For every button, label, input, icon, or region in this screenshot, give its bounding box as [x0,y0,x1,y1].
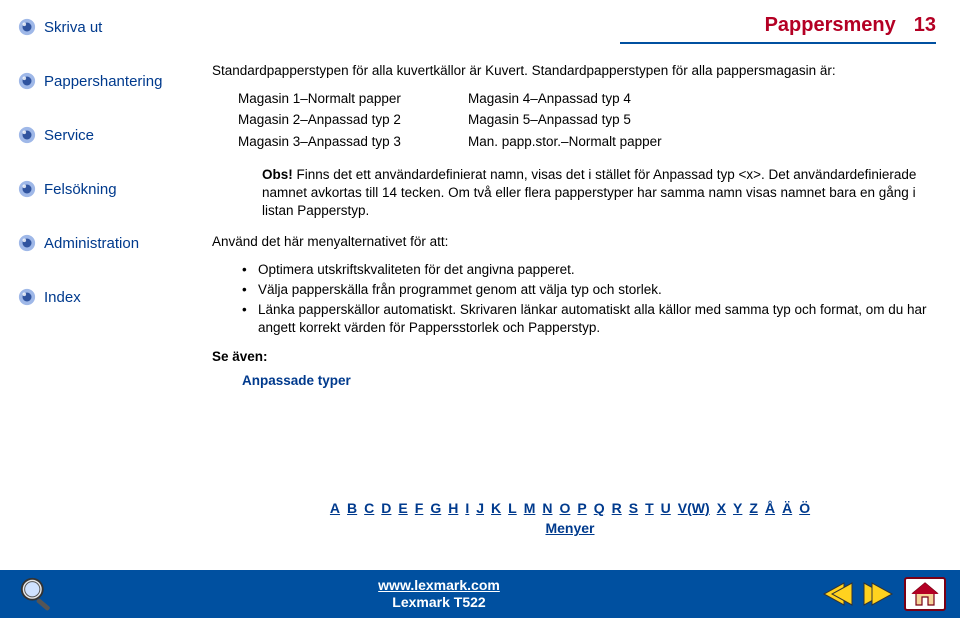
magasin-col-left: Magasin 1–Normalt papper Magasin 2–Anpas… [238,90,468,154]
magasin-cell: Magasin 2–Anpassad typ 2 [238,111,468,129]
sidebar-item-label: Index [44,289,81,306]
bullet-item: Länka papperskällor automatiskt. Skrivar… [242,301,936,337]
alpha-link[interactable]: S [629,500,638,516]
footer-model: Lexmark T522 [392,594,485,610]
menyer-link[interactable]: Menyer [200,520,940,536]
page-number: 13 [914,14,936,37]
intro-paragraph: Standardpapperstypen för alla kuvertkäll… [212,62,936,80]
alpha-link[interactable]: P [577,500,586,516]
page-header: Pappersmeny 13 [765,14,936,37]
alpha-link[interactable]: I [465,500,469,516]
alpha-link[interactable]: R [612,500,622,516]
sidebar-item-label: Skriva ut [44,19,102,36]
sidebar-item-index[interactable]: Index [18,288,178,306]
alpha-link[interactable]: B [347,500,357,516]
alpha-link[interactable]: T [645,500,654,516]
alpha-link[interactable]: U [661,500,671,516]
magnifier-icon[interactable] [16,575,58,613]
alpha-link[interactable]: A [330,500,340,516]
alpha-link[interactable]: C [364,500,374,516]
alphabet-index: ABCDEFGHIJKLMNOPQRSTU V(W) XYZÅÄÖ Menyer [200,500,940,536]
bullet-icon [18,180,36,198]
see-also-label: Se även: [212,348,936,366]
alpha-link[interactable]: Å [765,500,775,516]
magasin-cell: Magasin 1–Normalt papper [238,90,468,108]
alpha-link[interactable]: Ö [799,500,810,516]
alpha-link[interactable]: X [717,500,726,516]
obs-label: Obs! [262,167,293,182]
alpha-link[interactable]: N [542,500,552,516]
alpha-link[interactable]: G [430,500,441,516]
home-icon [910,581,940,607]
nav-prev-icon[interactable] [820,580,854,608]
obs-note: Obs! Finns det ett användardefinierat na… [262,166,936,221]
alpha-link[interactable]: E [398,500,407,516]
alpha-link[interactable]: V(W) [678,500,710,516]
sidebar-item-label: Administration [44,235,139,252]
magasin-cell: Magasin 3–Anpassad typ 3 [238,133,468,151]
bullet-icon [18,126,36,144]
bullet-icon [18,72,36,90]
alpha-link[interactable]: F [415,500,424,516]
obs-text: Finns det ett användardefinierat namn, v… [262,167,916,218]
sidebar-item-label: Pappershantering [44,73,162,90]
alpha-link[interactable]: Z [749,500,758,516]
sidebar: Skriva ut Pappershantering Service Felsö… [18,18,178,342]
bullet-item: Optimera utskriftskvaliteten för det ang… [242,261,936,279]
nav-next-icon[interactable] [862,580,896,608]
bullet-list: Optimera utskriftskvaliteten för det ang… [242,261,936,338]
alpha-link[interactable]: H [448,500,458,516]
header-rule [620,42,936,44]
alpha-link[interactable]: J [476,500,484,516]
magasin-table: Magasin 1–Normalt papper Magasin 2–Anpas… [238,90,936,154]
alpha-link[interactable]: M [524,500,536,516]
magasin-cell: Magasin 5–Anpassad typ 5 [468,111,698,129]
use-intro: Använd det här menyalternativet för att: [212,233,936,251]
sidebar-item-skriva-ut[interactable]: Skriva ut [18,18,178,36]
footer-bar: www.lexmark.com Lexmark T522 [0,570,960,618]
content: Standardpapperstypen för alla kuvertkäll… [212,62,936,390]
footer-center: www.lexmark.com Lexmark T522 [58,577,820,612]
sidebar-item-administration[interactable]: Administration [18,234,178,252]
sidebar-item-label: Service [44,127,94,144]
magasin-cell: Magasin 4–Anpassad typ 4 [468,90,698,108]
alphabet-row: ABCDEFGHIJKLMNOPQRSTU V(W) XYZÅÄÖ [200,500,940,516]
alpha-link[interactable]: Q [594,500,605,516]
bullet-icon [18,288,36,306]
bullet-icon [18,234,36,252]
see-also-link[interactable]: Anpassade typer [242,372,351,390]
alpha-link[interactable]: Ä [782,500,792,516]
alpha-link[interactable]: L [508,500,517,516]
page-title: Pappersmeny [765,14,896,37]
bullet-icon [18,18,36,36]
sidebar-item-pappershantering[interactable]: Pappershantering [18,72,178,90]
alpha-link[interactable]: K [491,500,501,516]
sidebar-item-label: Felsökning [44,181,117,198]
sidebar-item-service[interactable]: Service [18,126,178,144]
home-button[interactable] [904,577,946,611]
magasin-col-right: Magasin 4–Anpassad typ 4 Magasin 5–Anpas… [468,90,698,154]
sidebar-item-felsokning[interactable]: Felsökning [18,180,178,198]
magasin-cell: Man. papp.stor.–Normalt papper [468,133,698,151]
footer-nav [820,577,946,611]
alpha-link[interactable]: D [381,500,391,516]
alpha-link[interactable]: O [560,500,571,516]
bullet-item: Välja papperskälla från programmet genom… [242,281,936,299]
footer-url-link[interactable]: www.lexmark.com [378,577,500,593]
alpha-link[interactable]: Y [733,500,742,516]
